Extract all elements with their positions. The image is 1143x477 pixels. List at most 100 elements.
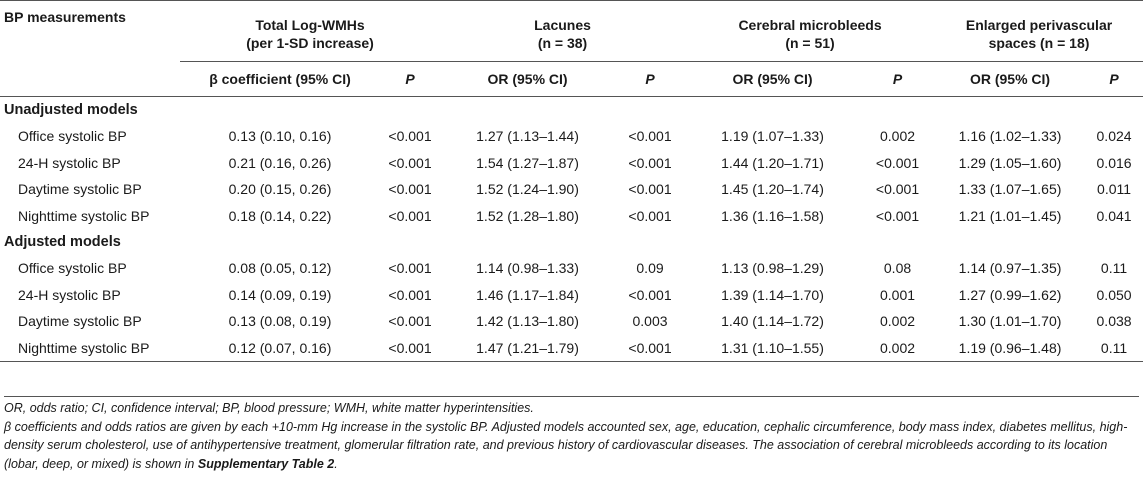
table-cell: 0.11: [1100, 339, 1128, 356]
row-label: Nighttime systolic BP: [18, 339, 150, 356]
table-cell: 0.003: [632, 313, 668, 330]
table-cell: 0.016: [1096, 154, 1132, 171]
table-cell: 1.27 (1.13–1.44): [476, 128, 579, 145]
subheader-beta: β coefficient (95% CI): [209, 71, 351, 87]
table-row: Daytime systolic BP 0.20 (0.15, 0.26) <0.0…: [0, 176, 1143, 203]
table-cell: 0.08: [883, 260, 912, 277]
table-cell: 1.42 (1.13–1.80): [476, 313, 579, 330]
section-header-row: Unadjusted models: [0, 97, 1143, 124]
table-cell: 1.16 (1.02–1.33): [958, 128, 1062, 145]
table-cell: 1.21 (1.01–1.45): [958, 207, 1062, 224]
table-cell: 1.29 (1.05–1.60): [958, 154, 1062, 171]
table-cell: 0.09: [636, 260, 664, 277]
subheader-p: P: [405, 71, 415, 87]
table-cell: <0.001: [628, 128, 672, 145]
table-cell: 0.14 (0.09, 0.19): [228, 286, 332, 303]
header-bp-measurements: BP measurements: [4, 9, 126, 25]
row-label: Office systolic BP: [18, 128, 127, 145]
table-cell: 1.52 (1.28–1.80): [476, 207, 579, 224]
row-label: 24-H systolic BP: [18, 286, 121, 303]
header-epvs-line1: Enlarged perivascular: [965, 17, 1113, 33]
row-label: 24-H systolic BP: [18, 154, 121, 171]
table-row: Daytime systolic BP 0.13 (0.08, 0.19) <0.0…: [0, 308, 1143, 335]
subheader-p: P: [1109, 71, 1119, 87]
subheader-p: P: [645, 71, 655, 87]
table-cell: <0.001: [628, 181, 672, 198]
table-cell: 1.19 (0.96–1.48): [958, 339, 1062, 356]
table-cell: 1.13 (0.98–1.29): [721, 260, 824, 277]
table-row: Nighttime systolic BP 0.18 (0.14, 0.22) <0…: [0, 203, 1143, 230]
table-cell: 0.050: [1096, 286, 1132, 303]
table-cell: 0.011: [1097, 181, 1132, 198]
table-body: Unadjusted models Office systolic BP 0.13 …: [0, 97, 1143, 362]
table-cell: 0.20 (0.15, 0.26): [228, 181, 332, 198]
row-label: Office systolic BP: [18, 260, 127, 277]
table-cell: 1.19 (1.07–1.33): [721, 128, 824, 145]
footnote-abbreviations: OR, odds ratio; CI, confidence interval;…: [4, 401, 534, 415]
subheader-or: OR (95% CI): [732, 71, 813, 87]
table-cell: 0.08 (0.05, 0.12): [228, 260, 332, 277]
table-cell: 1.45 (1.20–1.74): [721, 181, 824, 198]
table-cell: <0.001: [388, 339, 432, 356]
row-label: Daytime systolic BP: [18, 181, 142, 198]
table-cell: 1.14 (0.97–1.35): [958, 260, 1062, 277]
table-cell: 1.47 (1.21–1.79): [476, 339, 579, 356]
table-cell: 1.33 (1.07–1.65): [958, 181, 1062, 198]
table-cell: 0.13 (0.10, 0.16): [228, 128, 332, 145]
table-cell: <0.001: [875, 154, 920, 171]
header-wmh-line1: Total Log-WMHs: [255, 17, 365, 33]
table-cell: 1.30 (1.01–1.70): [958, 313, 1062, 330]
table-cell: <0.001: [628, 339, 672, 356]
table-row: 24-H systolic BP 0.21 (0.16, 0.26) <0.001 1…: [0, 150, 1143, 177]
subheader-or: OR (95% CI): [969, 71, 1051, 87]
table-cell: <0.001: [388, 313, 432, 330]
row-label: Daytime systolic BP: [18, 313, 142, 330]
table-cell: 1.44 (1.20–1.71): [721, 154, 824, 171]
row-label: Nighttime systolic BP: [18, 207, 150, 224]
header-microbleeds-line1: Cerebral microbleeds: [738, 17, 882, 33]
table-cell: 0.002: [880, 313, 916, 330]
section-title: Unadjusted models: [4, 102, 138, 118]
subheader-or: OR (95% CI): [487, 71, 568, 87]
section-title: Adjusted models: [4, 234, 121, 250]
supplementary-table-link[interactable]: Supplementary Table 2: [197, 456, 335, 471]
header-lacunes-line1: Lacunes: [534, 17, 591, 33]
footnote-end: .: [334, 456, 338, 471]
table-cell: 0.002: [880, 128, 916, 145]
table-cell: 0.21 (0.16, 0.26): [228, 154, 332, 171]
table-cell: 0.041: [1096, 207, 1132, 224]
table-cell: <0.001: [628, 154, 672, 171]
table-cell: 1.40 (1.14–1.72): [721, 313, 824, 330]
table-cell: <0.001: [388, 128, 432, 145]
table-cell: <0.001: [388, 181, 432, 198]
table-cell: 1.46 (1.17–1.84): [476, 286, 579, 303]
table-cell: 0.024: [1096, 128, 1132, 145]
table-cell: 0.13 (0.08, 0.19): [228, 313, 332, 330]
header-lacunes-line2: (n = 38): [440, 35, 686, 62]
table-cell: 1.14 (0.98–1.33): [476, 260, 579, 277]
table-cell: 1.39 (1.14–1.70): [721, 286, 824, 303]
header-spacer: [0, 62, 180, 97]
results-table: BP measurements Total Log-WMHs Lacunes C…: [0, 0, 1143, 362]
table-row: Office systolic BP 0.08 (0.05, 0.12) <0.00…: [0, 255, 1143, 282]
table-cell: <0.001: [388, 260, 432, 277]
table-footnotes: OR, odds ratio; CI, confidence interval;…: [4, 396, 1139, 473]
footnote-explanation: β coefficients and odds ratios are given…: [4, 418, 1139, 474]
table-row: Nighttime systolic BP 0.12 (0.07, 0.16) <0…: [0, 335, 1143, 362]
table-row: 24-H systolic BP 0.14 (0.09, 0.19) <0.001 1…: [0, 282, 1143, 309]
table-cell: <0.001: [628, 286, 672, 303]
table-row: Office systolic BP 0.13 (0.10, 0.16) <0.00…: [0, 123, 1143, 150]
table-cell: 0.038: [1096, 313, 1132, 330]
table-cell: 0.11: [1100, 260, 1128, 277]
table-cell: 0.12 (0.07, 0.16): [228, 339, 332, 356]
table-cell: <0.001: [388, 207, 432, 224]
section-header-row: Adjusted models: [0, 229, 1143, 255]
table-cell: 0.18 (0.14, 0.22): [228, 207, 332, 224]
table-cell: 0.002: [880, 339, 916, 356]
header-wmh-line2: (per 1-SD increase): [180, 35, 441, 62]
table-cell: <0.001: [628, 207, 672, 224]
subheader-p: P: [892, 71, 903, 87]
table-cell: <0.001: [875, 181, 920, 198]
table-cell: 1.54 (1.27–1.87): [476, 154, 579, 171]
table-cell: 1.36 (1.16–1.58): [721, 207, 824, 224]
